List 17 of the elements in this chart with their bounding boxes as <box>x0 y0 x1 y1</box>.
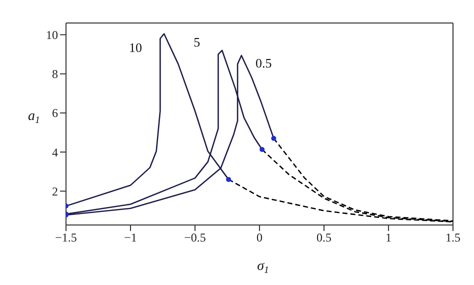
x-tick-label: 1.5 <box>446 230 460 245</box>
x-tick-label: −1.5 <box>55 230 77 245</box>
x-tick-label: −0.5 <box>184 230 206 245</box>
x-tick-label: −1 <box>124 230 137 245</box>
y-tick-label: 10 <box>46 28 58 42</box>
x-tick-label: 0 <box>256 230 262 245</box>
y-tick-label: 6 <box>52 106 58 120</box>
y-tick-label: 8 <box>52 67 58 82</box>
y-axis-title: a$_{1}$ <box>28 109 40 126</box>
x-axis-title: σ$_{1}$ <box>257 259 269 276</box>
series-label: 0.5 <box>255 55 272 70</box>
y-tick-label: 2 <box>52 184 58 198</box>
series-label: 10 <box>129 40 142 55</box>
x-tick-label: 0.5 <box>316 230 332 245</box>
series-label: 5 <box>194 34 200 50</box>
y-tick-label: 4 <box>52 145 58 160</box>
x-tick-label: 1 <box>386 230 392 245</box>
